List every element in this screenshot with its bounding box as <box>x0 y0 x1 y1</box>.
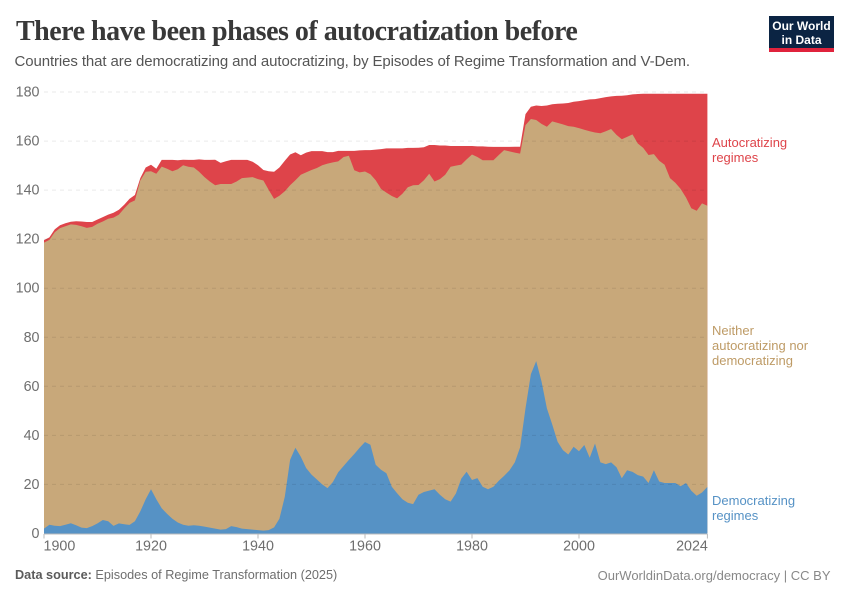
svg-text:1940: 1940 <box>242 539 274 555</box>
svg-text:0: 0 <box>32 526 40 542</box>
svg-text:160: 160 <box>16 134 40 150</box>
svg-text:120: 120 <box>16 232 40 248</box>
svg-text:1980: 1980 <box>456 539 488 555</box>
svg-text:20: 20 <box>24 477 40 493</box>
svg-text:40: 40 <box>24 428 40 444</box>
svg-text:60: 60 <box>24 379 40 395</box>
svg-text:140: 140 <box>16 183 40 199</box>
svg-text:80: 80 <box>24 330 40 346</box>
svg-text:1920: 1920 <box>135 539 167 555</box>
svg-text:100: 100 <box>16 281 40 297</box>
svg-text:1960: 1960 <box>349 539 381 555</box>
svg-text:1900: 1900 <box>44 539 76 555</box>
svg-text:2024: 2024 <box>676 539 708 555</box>
svg-text:180: 180 <box>16 85 40 101</box>
svg-text:2000: 2000 <box>563 539 595 555</box>
